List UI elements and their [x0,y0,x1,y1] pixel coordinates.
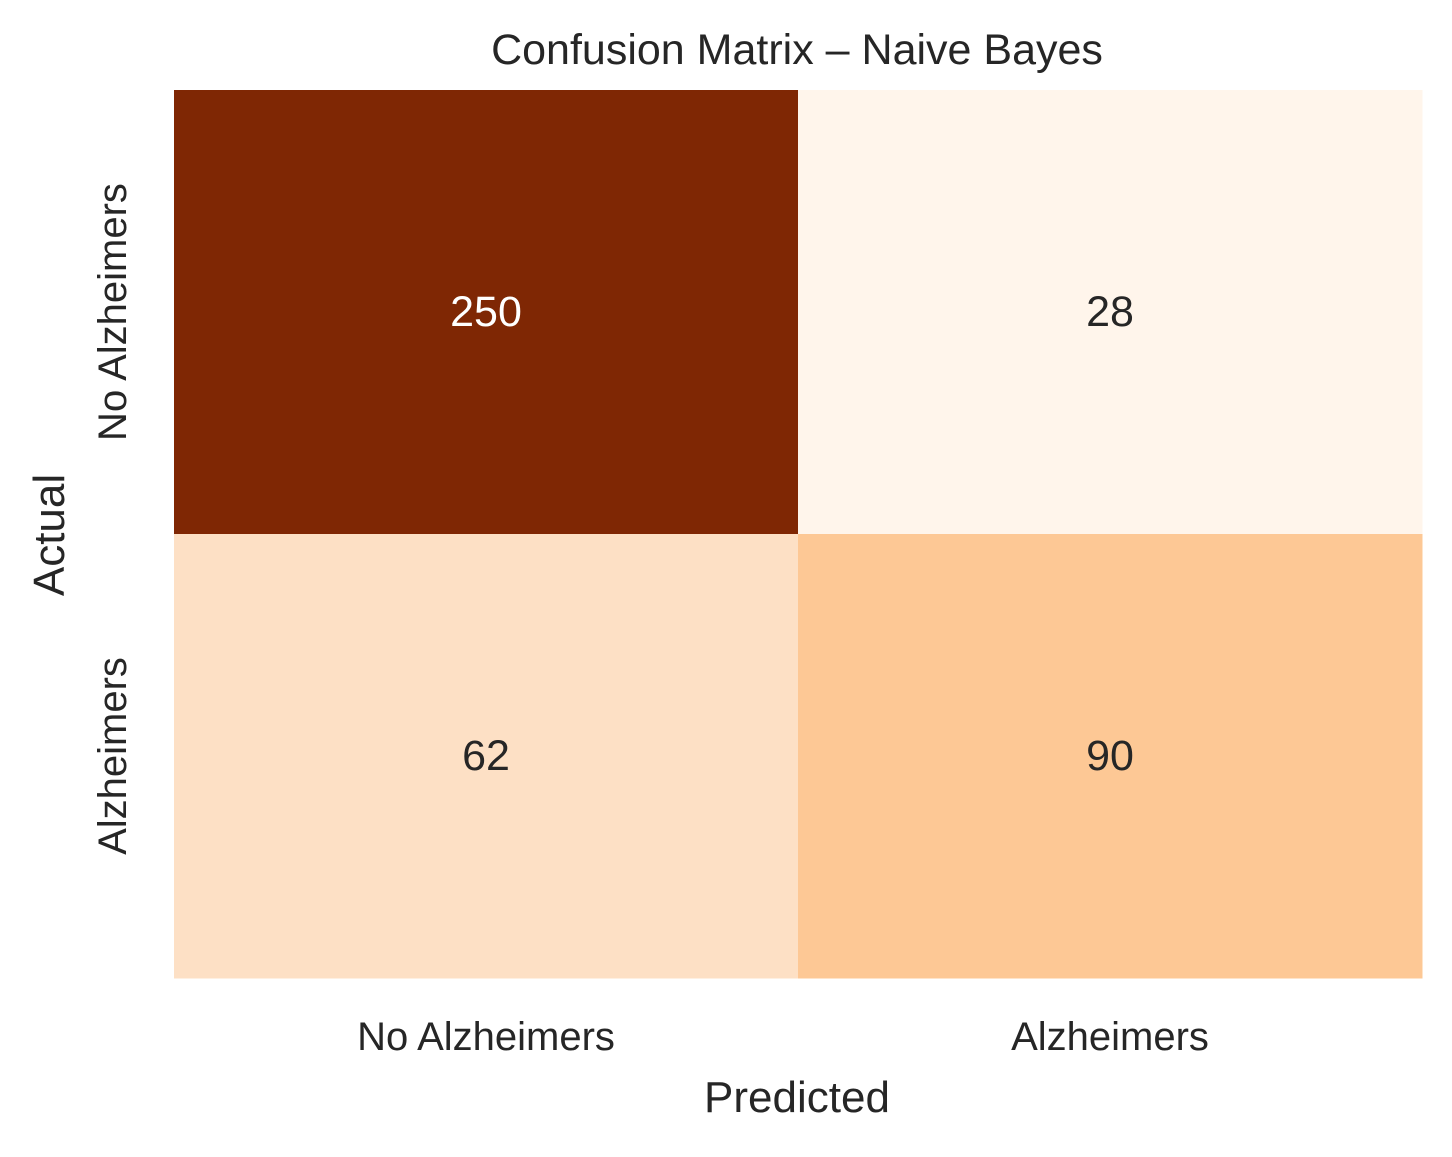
heatmap-cell [174,90,799,535]
y-tick-label: Alzheimers [91,657,135,855]
chart-title: Confusion Matrix – Naive Bayes [491,26,1103,74]
y-axis-label: Actual [25,474,74,596]
y-tick-labels: No Alzheimers Alzheimers [91,183,135,855]
cell-value-label: 90 [1086,732,1134,780]
y-tick-label: No Alzheimers [91,183,135,441]
cell-value-label: 62 [462,732,510,780]
heatmap-cell [798,90,1423,535]
x-axis-label: Predicted [704,1073,890,1122]
heatmap-cell [798,534,1423,979]
x-tick-label: Alzheimers [1011,1015,1209,1059]
x-tick-labels: No Alzheimers Alzheimers [357,1015,1209,1059]
cell-value-label: 250 [450,288,522,336]
cell-value-label: 28 [1086,288,1134,336]
heatmap-cell [174,534,799,979]
cell-annotations: 250 28 62 90 [450,288,1134,780]
x-tick-label: No Alzheimers [357,1015,615,1059]
heatmap-cells [174,90,1423,979]
